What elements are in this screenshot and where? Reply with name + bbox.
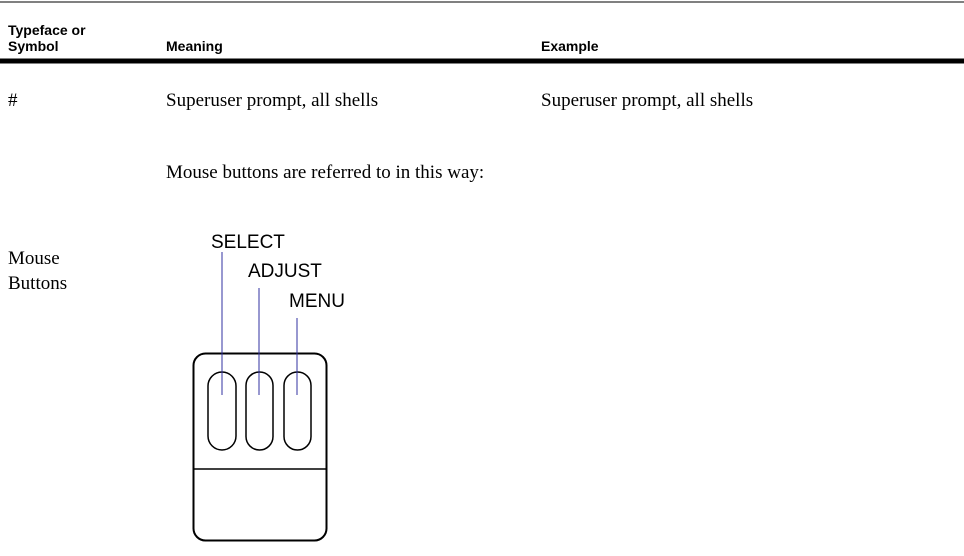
cell: # [8,90,18,111]
mouse-label: MENU [289,291,345,312]
mouse-label: ADJUST [248,261,322,282]
mouse-label: SELECT [211,232,285,253]
mouse-body [192,352,328,542]
cell: Mouse buttons are referred to in this wa… [166,162,485,183]
header-cell: Meaning [166,38,223,54]
cell: Superuser prompt, all shells [166,90,379,111]
cell: Mouse Buttons [8,248,68,294]
header-cell: Example [541,38,599,54]
cell: Superuser prompt, all shells [541,90,754,111]
header-cell: Typeface or Symbol [8,22,86,54]
